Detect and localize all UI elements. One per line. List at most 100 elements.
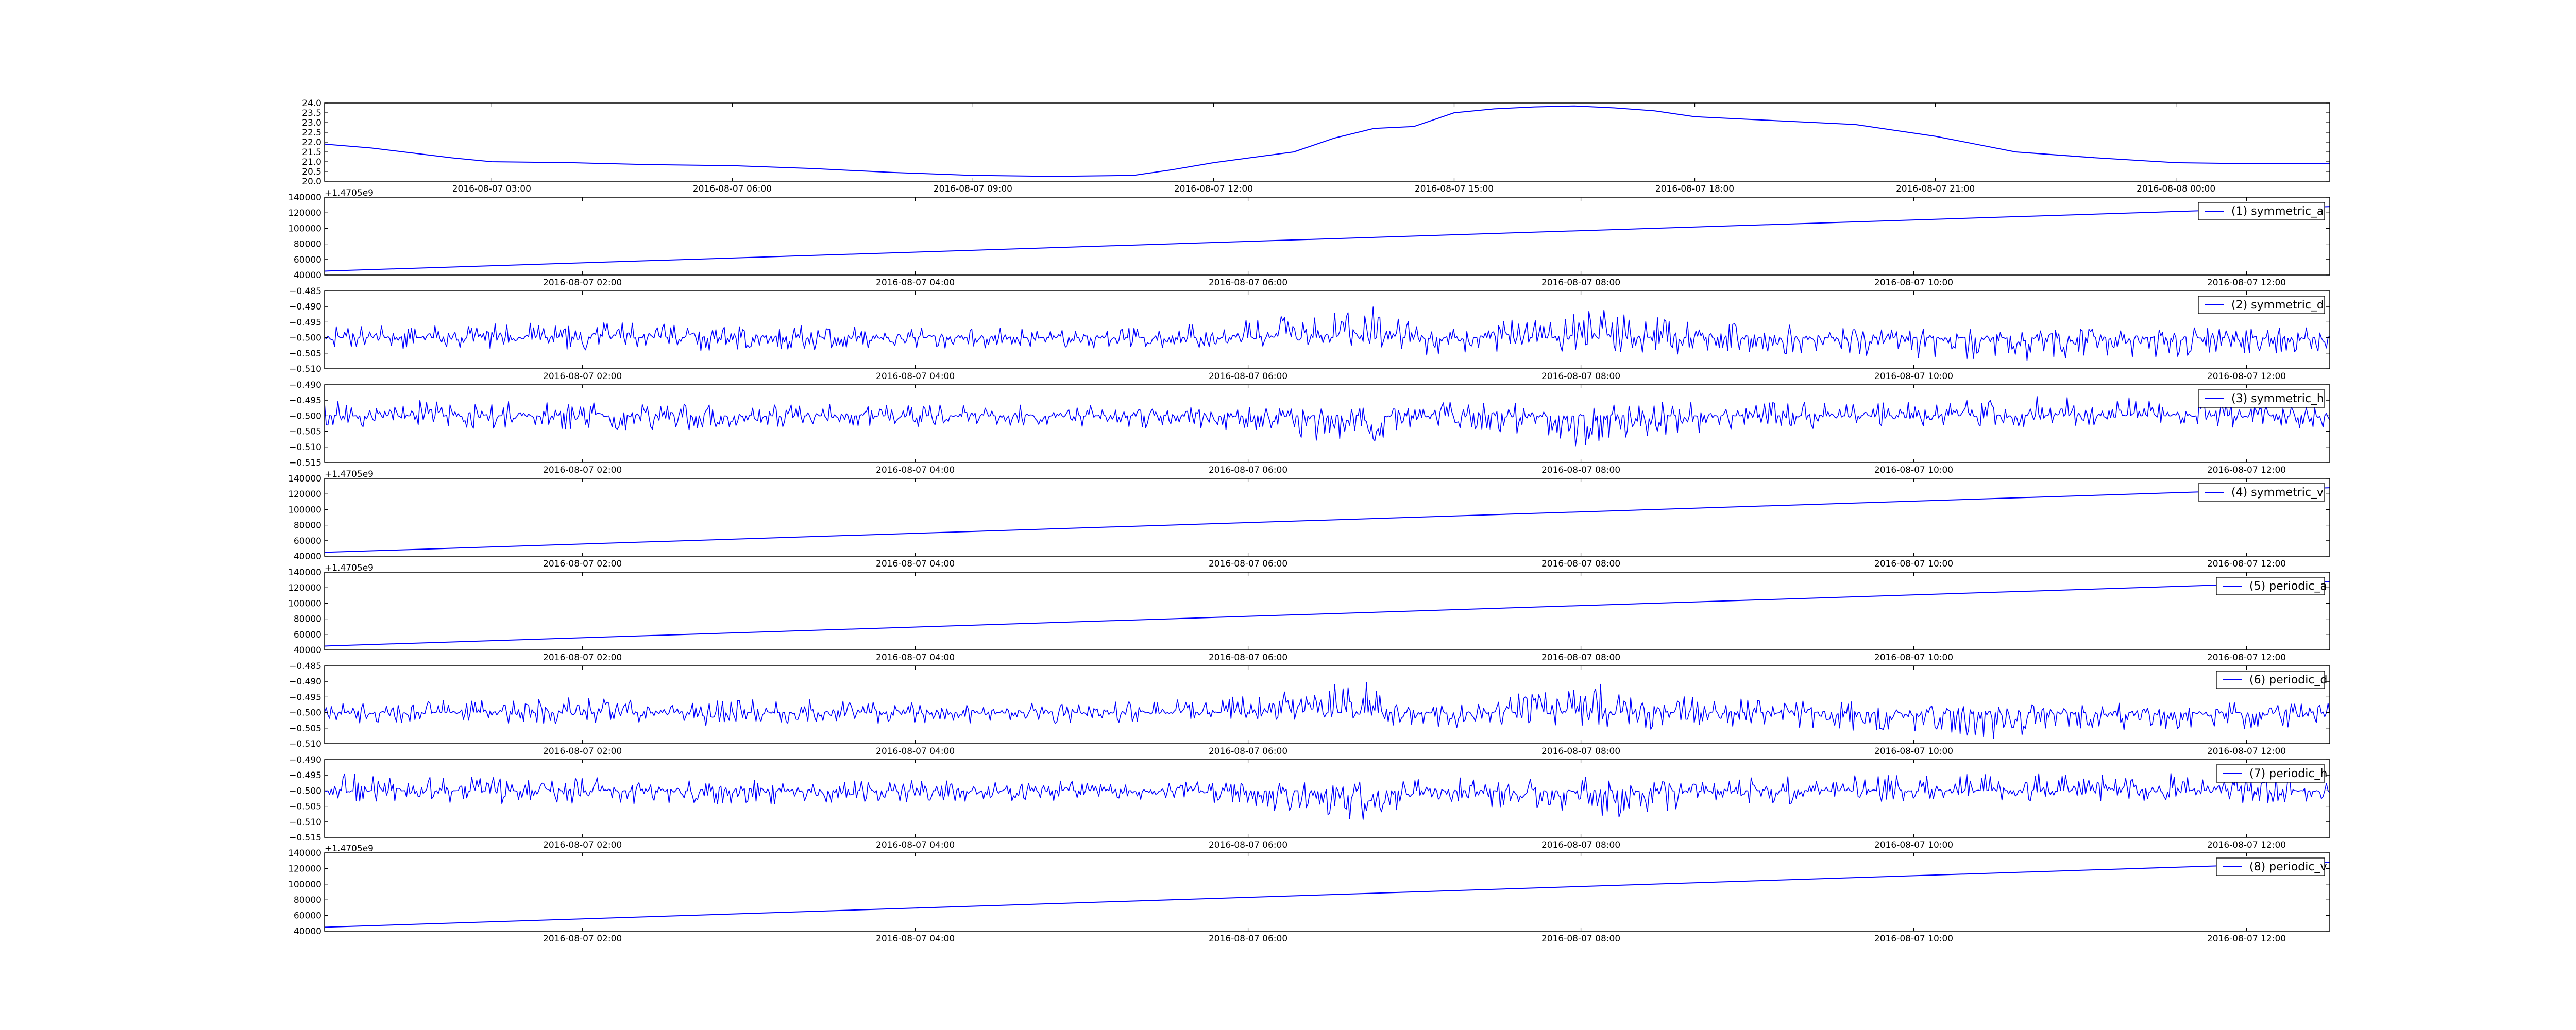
y-tick-label: 100000 xyxy=(288,880,321,890)
y-tick-label: 100000 xyxy=(288,224,321,234)
panel-symmetric_a: 40000 60000 80000 100000 120000 140000 2016-08… xyxy=(288,188,2330,288)
y-tick-label: −0.500 xyxy=(289,333,321,344)
y-tick-label: −0.490 xyxy=(289,677,321,687)
x-tick-label: 2016-08-07 06:00 xyxy=(1209,840,1287,850)
y-tick-label: 80000 xyxy=(294,521,321,531)
y-tick-label: −0.495 xyxy=(289,692,321,702)
x-tick-label: 2016-08-07 04:00 xyxy=(876,934,955,944)
y-offset-label: +1.4705e9 xyxy=(325,563,374,573)
x-tick-label: 2016-08-07 04:00 xyxy=(876,840,955,850)
x-tick-label: 2016-08-07 04:00 xyxy=(876,465,955,475)
y-tick-label: 20.0 xyxy=(302,177,321,187)
axes-frame xyxy=(324,759,2330,838)
x-tick-label: 2016-08-07 10:00 xyxy=(1874,934,1953,944)
y-tick-label: −0.510 xyxy=(289,442,321,453)
x-tick-label: 2016-08-07 02:00 xyxy=(543,653,622,663)
x-tick-label: 2016-08-07 02:00 xyxy=(543,559,622,569)
axes-frame xyxy=(324,197,2330,276)
x-tick-label: 2016-08-07 12:00 xyxy=(2207,278,2286,288)
x-tick-label: 2016-08-07 10:00 xyxy=(1874,559,1953,569)
y-tick-label: 140000 xyxy=(288,474,321,484)
x-tick-label: 2016-08-07 04:00 xyxy=(876,278,955,288)
x-tick-label: 2016-08-07 06:00 xyxy=(693,184,772,194)
y-tick-label: 100000 xyxy=(288,505,321,515)
x-tick-label: 2016-08-07 08:00 xyxy=(1541,465,1620,475)
x-tick-label: 2016-08-07 06:00 xyxy=(1209,559,1287,569)
x-tick-label: 2016-08-07 03:00 xyxy=(452,184,531,194)
series-line-symmetric_h xyxy=(325,396,2330,447)
y-tick-label: 21.0 xyxy=(302,157,321,167)
x-tick-label: 2016-08-07 15:00 xyxy=(1415,184,1494,194)
y-tick-label: 120000 xyxy=(288,489,321,500)
y-tick-label: −0.485 xyxy=(289,286,321,297)
y-tick-label: −0.485 xyxy=(289,661,321,672)
y-tick-label: 100000 xyxy=(288,598,321,609)
y-tick-label: 23.0 xyxy=(302,118,321,128)
x-tick-label: 2016-08-07 06:00 xyxy=(1209,934,1287,944)
x-tick-label: 2016-08-07 02:00 xyxy=(543,465,622,475)
panel-temperature: 20.020.521.021.522.022.523.023.524.0 2016… xyxy=(302,98,2330,194)
panel-periodic_v: 40000 60000 80000 100000 120000 140000 2016-08… xyxy=(288,844,2330,944)
y-offset-label: +1.4705e9 xyxy=(325,469,374,479)
x-tick-label: 2016-08-07 12:00 xyxy=(2207,934,2286,944)
y-tick-label: −0.505 xyxy=(289,349,321,359)
series-line-symmetric_d xyxy=(325,306,2330,361)
y-offset-label: +1.4705e9 xyxy=(325,844,374,854)
legend-label: (8) periodic_v xyxy=(2249,861,2327,873)
panel-periodic_a: 40000 60000 80000 100000 120000 140000 2016-08… xyxy=(288,563,2330,663)
y-tick-label: −0.490 xyxy=(289,302,321,312)
legend-label: (2) symmetric_d xyxy=(2231,299,2324,312)
x-tick-label: 2016-08-07 02:00 xyxy=(543,746,622,757)
panels: 20.020.521.021.522.022.523.023.524.0 2016… xyxy=(288,98,2330,944)
x-tick-label: 2016-08-07 06:00 xyxy=(1209,278,1287,288)
y-tick-label: 60000 xyxy=(294,630,321,640)
y-tick-label: 60000 xyxy=(294,255,321,265)
y-offset-label: +1.4705e9 xyxy=(325,188,374,198)
legend: (3) symmetric_h xyxy=(2198,389,2325,408)
y-tick-label: −0.495 xyxy=(289,317,321,328)
x-tick-label: 2016-08-07 10:00 xyxy=(1874,278,1953,288)
y-tick-label: −0.495 xyxy=(289,770,321,781)
legend-label: (1) symmetric_a xyxy=(2231,205,2324,218)
y-tick-label: −0.510 xyxy=(289,739,321,749)
x-tick-label: 2016-08-07 02:00 xyxy=(543,371,622,382)
x-tick-label: 2016-08-07 06:00 xyxy=(1209,653,1287,663)
panel-symmetric_h: −0.515 −0.510 −0.505 −0.500 −0.495 −0.490 2016… xyxy=(289,380,2330,475)
panel-periodic_d: −0.510 −0.505 −0.500 −0.495 −0.490 −0.485 2016… xyxy=(289,661,2330,757)
x-tick-label: 2016-08-07 08:00 xyxy=(1541,934,1620,944)
y-tick-label: −0.510 xyxy=(289,364,321,374)
x-tick-label: 2016-08-07 02:00 xyxy=(543,934,622,944)
y-tick-label: −0.495 xyxy=(289,396,321,406)
series-line-symmetric_v xyxy=(325,487,2330,553)
x-tick-label: 2016-08-07 04:00 xyxy=(876,559,955,569)
y-tick-label: 40000 xyxy=(294,270,321,281)
legend: (2) symmetric_d xyxy=(2198,296,2325,314)
y-tick-label: 24.0 xyxy=(302,98,321,109)
legend-label: (6) periodic_d xyxy=(2249,674,2327,686)
series-line-periodic_d xyxy=(325,682,2330,739)
x-tick-label: 2016-08-07 12:00 xyxy=(2207,840,2286,850)
x-tick-label: 2016-08-07 12:00 xyxy=(1174,184,1253,194)
x-tick-label: 2016-08-07 12:00 xyxy=(2207,559,2286,569)
x-tick-label: 2016-08-07 02:00 xyxy=(543,840,622,850)
x-tick-label: 2016-08-07 06:00 xyxy=(1209,465,1287,475)
y-tick-label: 80000 xyxy=(294,614,321,625)
y-tick-label: 120000 xyxy=(288,208,321,218)
series-line-symmetric_a xyxy=(325,206,2330,272)
axes-frame xyxy=(324,478,2330,557)
y-tick-label: −0.515 xyxy=(289,833,321,843)
y-tick-label: −0.505 xyxy=(289,724,321,734)
x-tick-label: 2016-08-07 08:00 xyxy=(1541,559,1620,569)
x-tick-label: 2016-08-07 08:00 xyxy=(1541,371,1620,382)
panel-symmetric_v: 40000 60000 80000 100000 120000 140000 2016-08… xyxy=(288,469,2330,569)
axes-frame xyxy=(324,852,2330,932)
x-tick-label: 2016-08-07 08:00 xyxy=(1541,746,1620,757)
y-tick-label: −0.505 xyxy=(289,802,321,812)
legend: (4) symmetric_v xyxy=(2198,483,2325,502)
panel-symmetric_d: −0.510 −0.505 −0.500 −0.495 −0.490 −0.485 2016… xyxy=(289,286,2330,382)
y-tick-label: 140000 xyxy=(288,848,321,859)
y-tick-label: 140000 xyxy=(288,568,321,578)
legend: (6) periodic_d xyxy=(2216,671,2327,689)
x-tick-label: 2016-08-07 04:00 xyxy=(876,371,955,382)
